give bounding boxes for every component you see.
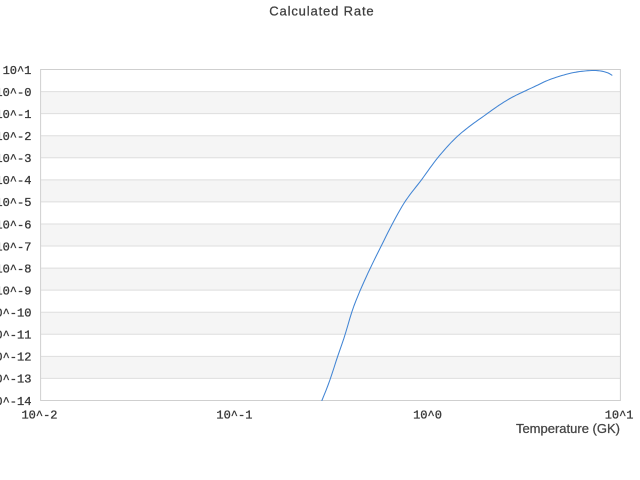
svg-text:10^1: 10^1 — [605, 408, 634, 422]
svg-text:10^-4: 10^-4 — [0, 174, 31, 188]
svg-text:10^-0: 10^-0 — [0, 86, 31, 100]
svg-text:10^-12: 10^-12 — [0, 351, 31, 365]
svg-text:10^-2: 10^-2 — [21, 408, 57, 422]
svg-text:10^-1: 10^-1 — [216, 408, 252, 422]
svg-text:10^1: 10^1 — [3, 64, 32, 78]
svg-text:10^-13: 10^-13 — [0, 373, 31, 387]
svg-text:10^0: 10^0 — [413, 408, 442, 422]
svg-text:10^-3: 10^-3 — [0, 152, 31, 166]
svg-text:10^-11: 10^-11 — [0, 329, 31, 343]
svg-text:10^-7: 10^-7 — [0, 240, 31, 254]
svg-text:10^-5: 10^-5 — [0, 196, 31, 210]
svg-text:10^-9: 10^-9 — [0, 284, 31, 298]
svg-text:10^-1: 10^-1 — [0, 108, 31, 122]
svg-text:10^-6: 10^-6 — [0, 218, 31, 232]
svg-text:10^-14: 10^-14 — [0, 395, 31, 409]
svg-text:10^-8: 10^-8 — [0, 262, 31, 276]
svg-text:Calculated Rate: Calculated Rate — [269, 3, 374, 18]
svg-text:10^-2: 10^-2 — [0, 130, 31, 144]
svg-text:Temperature (GK): Temperature (GK) — [516, 421, 620, 436]
svg-text:10^-10: 10^-10 — [0, 307, 31, 321]
